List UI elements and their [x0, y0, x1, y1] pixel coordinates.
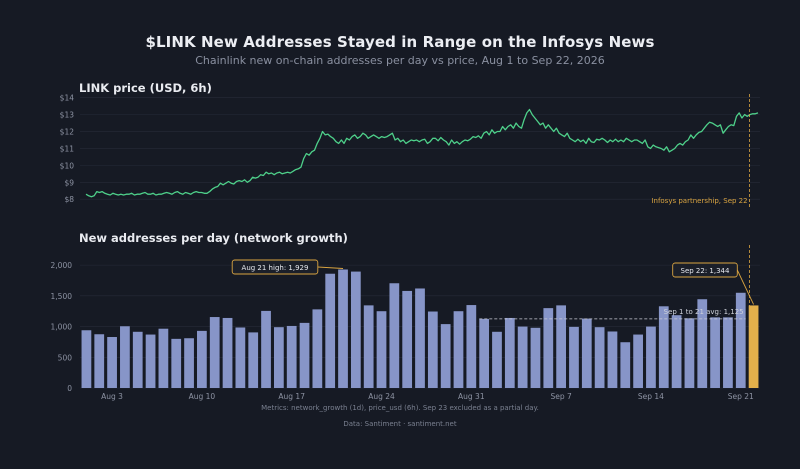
growth-y-tick-label: 2,000	[51, 261, 73, 270]
bar	[697, 299, 708, 388]
price-line	[85, 108, 759, 198]
bar	[466, 305, 477, 388]
growth-x-tick-label: Aug 10	[189, 392, 216, 401]
bar	[581, 318, 592, 388]
bar	[261, 310, 271, 388]
bar	[299, 322, 310, 388]
growth-x-tick-label: Sep 21	[728, 392, 754, 401]
peak-callout-leader	[317, 266, 344, 269]
growth-y-tick-label: 1,500	[51, 292, 73, 301]
event-label: Infosys partnership, Sep 22	[651, 197, 747, 205]
bar	[273, 327, 284, 388]
growth-x-tick-label: Aug 17	[278, 392, 305, 401]
growth-x-tick-label: Sep 14	[638, 392, 664, 401]
bar	[594, 327, 605, 388]
bar	[440, 324, 451, 388]
bar	[132, 331, 143, 388]
bar	[389, 283, 400, 388]
bar	[107, 337, 117, 388]
bar	[376, 311, 387, 388]
bar	[145, 334, 156, 388]
growth-y-tick-label: 1,000	[51, 323, 73, 332]
bar	[81, 330, 92, 388]
bar	[569, 326, 579, 388]
bar	[479, 318, 490, 388]
growth-x-tick-label: Aug 31	[458, 392, 485, 401]
average-line-label: Sep 1 to 21 avg: 1,125	[664, 308, 744, 316]
bar	[197, 330, 207, 388]
bar	[671, 315, 682, 388]
bar	[171, 338, 182, 388]
bar	[453, 311, 464, 388]
bar	[504, 317, 515, 388]
bar	[363, 305, 374, 388]
bar	[710, 317, 720, 388]
metrics-note: Metrics: network_growth (1d), price_usd …	[261, 404, 539, 412]
bar	[658, 306, 669, 388]
bar	[209, 317, 220, 388]
bar	[646, 326, 656, 388]
price-y-tick-label: $12	[60, 128, 75, 137]
latest-callout-leader	[736, 269, 754, 305]
bar	[723, 317, 733, 388]
bar	[427, 311, 438, 388]
source-note: Data: Santiment · santiment.net	[343, 420, 457, 428]
bar	[120, 326, 130, 388]
growth-x-tick-label: Sep 7	[550, 392, 572, 401]
bar	[94, 334, 105, 388]
bar	[684, 318, 695, 388]
price-y-tick-label: $13	[60, 111, 75, 120]
growth-y-tick-label: 500	[58, 353, 73, 362]
bar	[556, 305, 567, 388]
growth-panel-title: New addresses per day (network growth)	[79, 231, 348, 245]
price-y-tick-label: $8	[64, 195, 74, 204]
bar	[235, 327, 246, 388]
latest-callout-label: Sep 22: 1,344	[681, 267, 730, 275]
bar	[607, 331, 618, 388]
bar	[286, 325, 297, 388]
bar	[620, 342, 631, 388]
bar	[184, 338, 194, 388]
chart-title: $LINK New Addresses Stayed in Range on t…	[145, 33, 655, 51]
bar	[325, 273, 336, 388]
bar	[338, 269, 348, 388]
price-y-tick-label: $10	[60, 161, 75, 170]
bar	[222, 317, 233, 388]
price-y-tick-label: $14	[60, 94, 75, 103]
growth-x-tick-label: Aug 24	[368, 392, 395, 401]
growth-x-tick-label: Aug 3	[101, 392, 123, 401]
price-y-tick-label: $11	[60, 144, 75, 153]
price-y-tick-label: $9	[64, 178, 74, 187]
bar	[312, 309, 323, 388]
bar	[402, 290, 413, 388]
bar	[735, 292, 746, 388]
bar	[543, 308, 554, 388]
bar	[530, 327, 541, 388]
bar-highlight	[748, 305, 759, 388]
growth-y-tick-label: 0	[67, 384, 72, 393]
bar	[492, 331, 502, 388]
bar	[248, 332, 259, 388]
bar	[633, 334, 643, 388]
bar	[158, 328, 169, 388]
bar	[517, 326, 528, 388]
bar	[350, 271, 361, 388]
bar	[415, 288, 425, 388]
price-panel-title: LINK price (USD, 6h)	[79, 81, 212, 95]
peak-callout-label: Aug 21 high: 1,929	[242, 264, 309, 272]
chart-subtitle: Chainlink new on-chain addresses per day…	[195, 54, 605, 67]
